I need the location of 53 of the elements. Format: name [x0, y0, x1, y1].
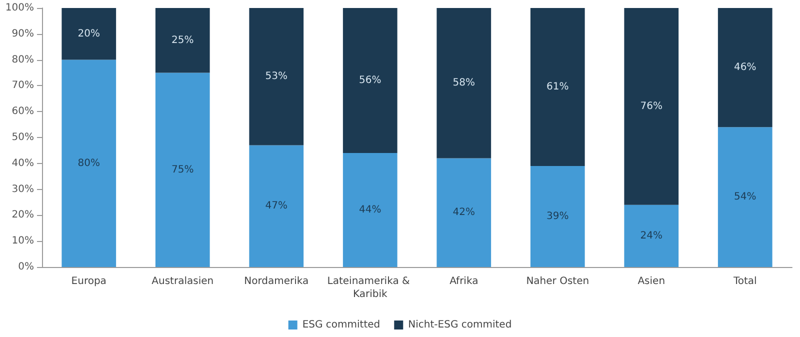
data-label: 20%	[78, 28, 100, 40]
legend-label: ESG committed	[302, 320, 380, 330]
bar	[342, 153, 398, 267]
bar	[249, 145, 304, 267]
bar	[62, 60, 116, 267]
bar	[530, 8, 585, 166]
data-label: 44%	[359, 204, 382, 216]
legend-label: Nicht-ESG commited	[408, 320, 512, 330]
y-tick-label: 10%	[12, 236, 34, 247]
data-label: 39%	[546, 210, 569, 222]
x-tick-label: Naher Osten	[526, 276, 590, 287]
bar	[624, 204, 679, 267]
data-label: 58%	[452, 78, 475, 89]
data-label: 46%	[734, 62, 756, 74]
data-label: 61%	[546, 81, 569, 92]
y-tick-label: 40%	[12, 158, 34, 169]
bar	[249, 8, 304, 146]
bar	[718, 8, 772, 128]
bar	[62, 8, 116, 60]
data-label: 25%	[172, 34, 194, 46]
data-label: 76%	[640, 100, 662, 112]
bar	[155, 72, 210, 267]
bar	[718, 127, 772, 267]
bar	[155, 8, 210, 73]
y-tick-label: 30%	[12, 184, 34, 195]
data-label: 53%	[265, 71, 288, 82]
y-tick-label: 70%	[12, 80, 34, 92]
x-tick-label: Asien	[638, 276, 666, 287]
x-tick-label: Afrika	[450, 276, 478, 287]
y-tick-label: 60%	[12, 106, 34, 118]
y-tick-label: 20%	[12, 210, 34, 221]
y-tick-label: 100%	[5, 2, 34, 14]
bar	[530, 166, 585, 267]
bar	[342, 8, 398, 154]
y-tick-label: 90%	[12, 28, 34, 40]
data-label: 47%	[265, 200, 288, 212]
bar	[436, 8, 492, 158]
data-label: 56%	[359, 75, 382, 86]
y-tick-label: 50%	[12, 132, 34, 143]
data-label: 80%	[78, 158, 100, 169]
bar	[436, 158, 492, 267]
x-tick-label: Total	[732, 276, 757, 287]
y-tick-label: 0%	[18, 262, 34, 272]
x-tick-label: Lateinamerika & Karibik	[327, 276, 413, 300]
data-label: 24%	[640, 230, 662, 242]
data-label: 54%	[734, 192, 756, 203]
x-tick-label: Australasien	[152, 276, 214, 287]
data-label: 42%	[452, 207, 475, 218]
bar	[624, 8, 679, 205]
y-tick-label: 80%	[12, 54, 34, 66]
x-tick-label: Europa	[71, 276, 106, 287]
data-label: 75%	[172, 164, 194, 176]
x-tick-label: Nordamerika	[244, 276, 309, 287]
